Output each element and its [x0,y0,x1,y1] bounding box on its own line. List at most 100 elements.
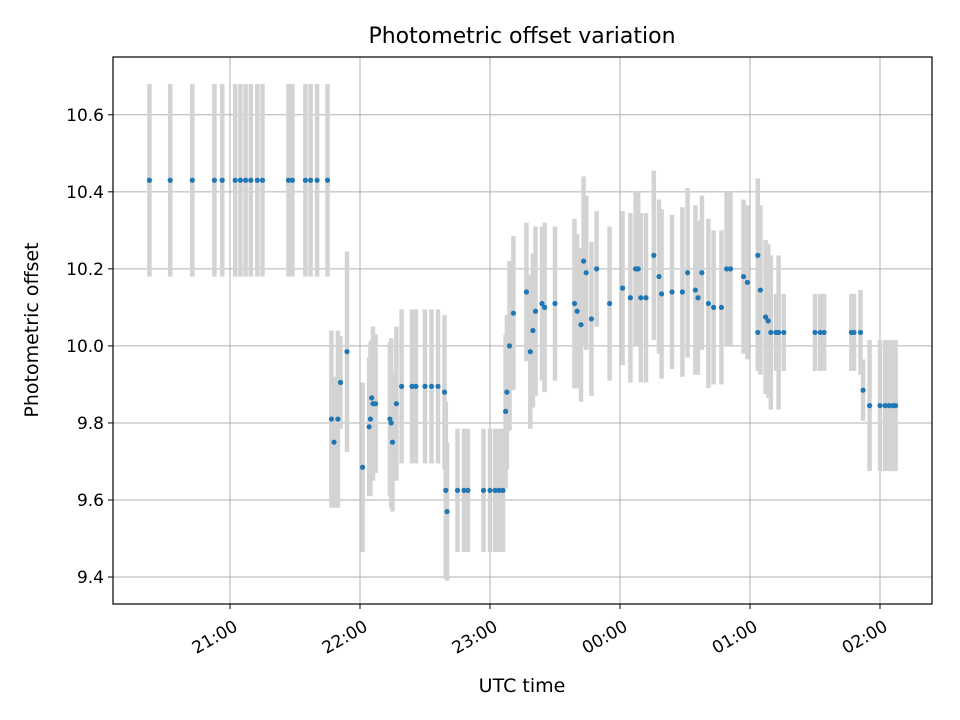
y-tick-label: 10.2 [66,260,104,280]
data-point [344,349,350,355]
data-point [146,177,152,183]
y-axis-label: Photometric offset [21,242,43,417]
data-point [679,289,686,295]
data-point [821,329,827,336]
data-point [503,408,509,414]
data-point [480,487,487,493]
data-point [727,266,734,272]
data-point [860,387,866,393]
data-point [308,177,314,183]
data-point [695,295,701,301]
data-point [620,285,626,291]
data-point [659,291,665,297]
data-point [755,252,761,258]
data-point [763,314,769,320]
data-point [635,266,641,272]
data-point [588,316,595,322]
data-point [757,287,764,293]
data-point [583,270,589,276]
data-point [607,300,613,307]
data-point [331,439,337,445]
data-point [435,383,441,389]
data-point [893,403,899,409]
data-point [167,177,173,183]
data-point [441,389,448,395]
y-tick-label: 10.4 [66,183,104,203]
data-point [237,177,243,183]
data-point [189,177,195,183]
data-point [487,487,493,493]
data-point [523,289,530,295]
data-point [651,252,657,258]
y-tick-label: 10.0 [66,337,104,357]
data-point [638,295,644,301]
y-axis-ticks: 9.4 9.6 9.8 10.0 10.2 10.4 10.6 [66,106,113,588]
data-point [718,304,725,310]
data-point [366,424,372,430]
data-point [248,177,254,183]
data-point [740,273,747,280]
data-point [506,343,513,349]
data-point [578,322,584,328]
data-point [328,416,334,422]
data-point [496,487,502,493]
data-point [857,329,864,336]
axes-frame [112,56,933,605]
data-point [542,304,548,310]
data-point [692,287,699,293]
x-axis-label: UTC time [479,675,566,697]
data-point [705,300,712,307]
data-point [443,487,449,493]
chart-title: Photometric offset variation [368,24,675,49]
data-point [594,266,600,272]
data-point [530,327,536,334]
data-point [627,295,634,301]
data-point [643,295,649,301]
data-point [211,177,217,183]
data-point [243,177,249,183]
data-point [337,379,344,386]
data-point [302,177,308,183]
data-point [369,395,375,401]
data-point [428,383,435,389]
data-point [254,177,260,183]
data-point [259,177,266,183]
data-point [492,487,498,493]
data-point [768,329,774,336]
data-point [335,416,341,422]
data-point [500,487,506,493]
y-tick-label: 9.6 [77,491,104,511]
data-point [867,403,873,409]
data-point [765,318,771,324]
data-point [219,177,225,183]
data-point [360,464,366,470]
data-point [882,403,888,409]
data-point [444,508,450,515]
data-point [399,383,405,389]
data-point [699,270,705,276]
data-point [413,383,419,389]
data-point [510,310,516,316]
data-point [454,487,461,493]
data-point [373,401,379,407]
data-point [817,329,823,336]
data-point [724,266,730,272]
data-point [877,403,883,409]
grid [113,57,932,604]
data-point [393,401,399,407]
data-point [314,177,320,183]
data-point [422,383,428,389]
data-point [527,349,533,355]
data-points [146,177,899,515]
data-point [744,279,751,285]
y-tick-label: 10.6 [66,106,104,126]
data-point [571,300,578,307]
data-point [409,383,415,389]
data-point [755,329,761,336]
data-point [285,177,292,183]
data-point [388,420,394,426]
data-point [574,308,580,314]
data-point [324,177,331,183]
